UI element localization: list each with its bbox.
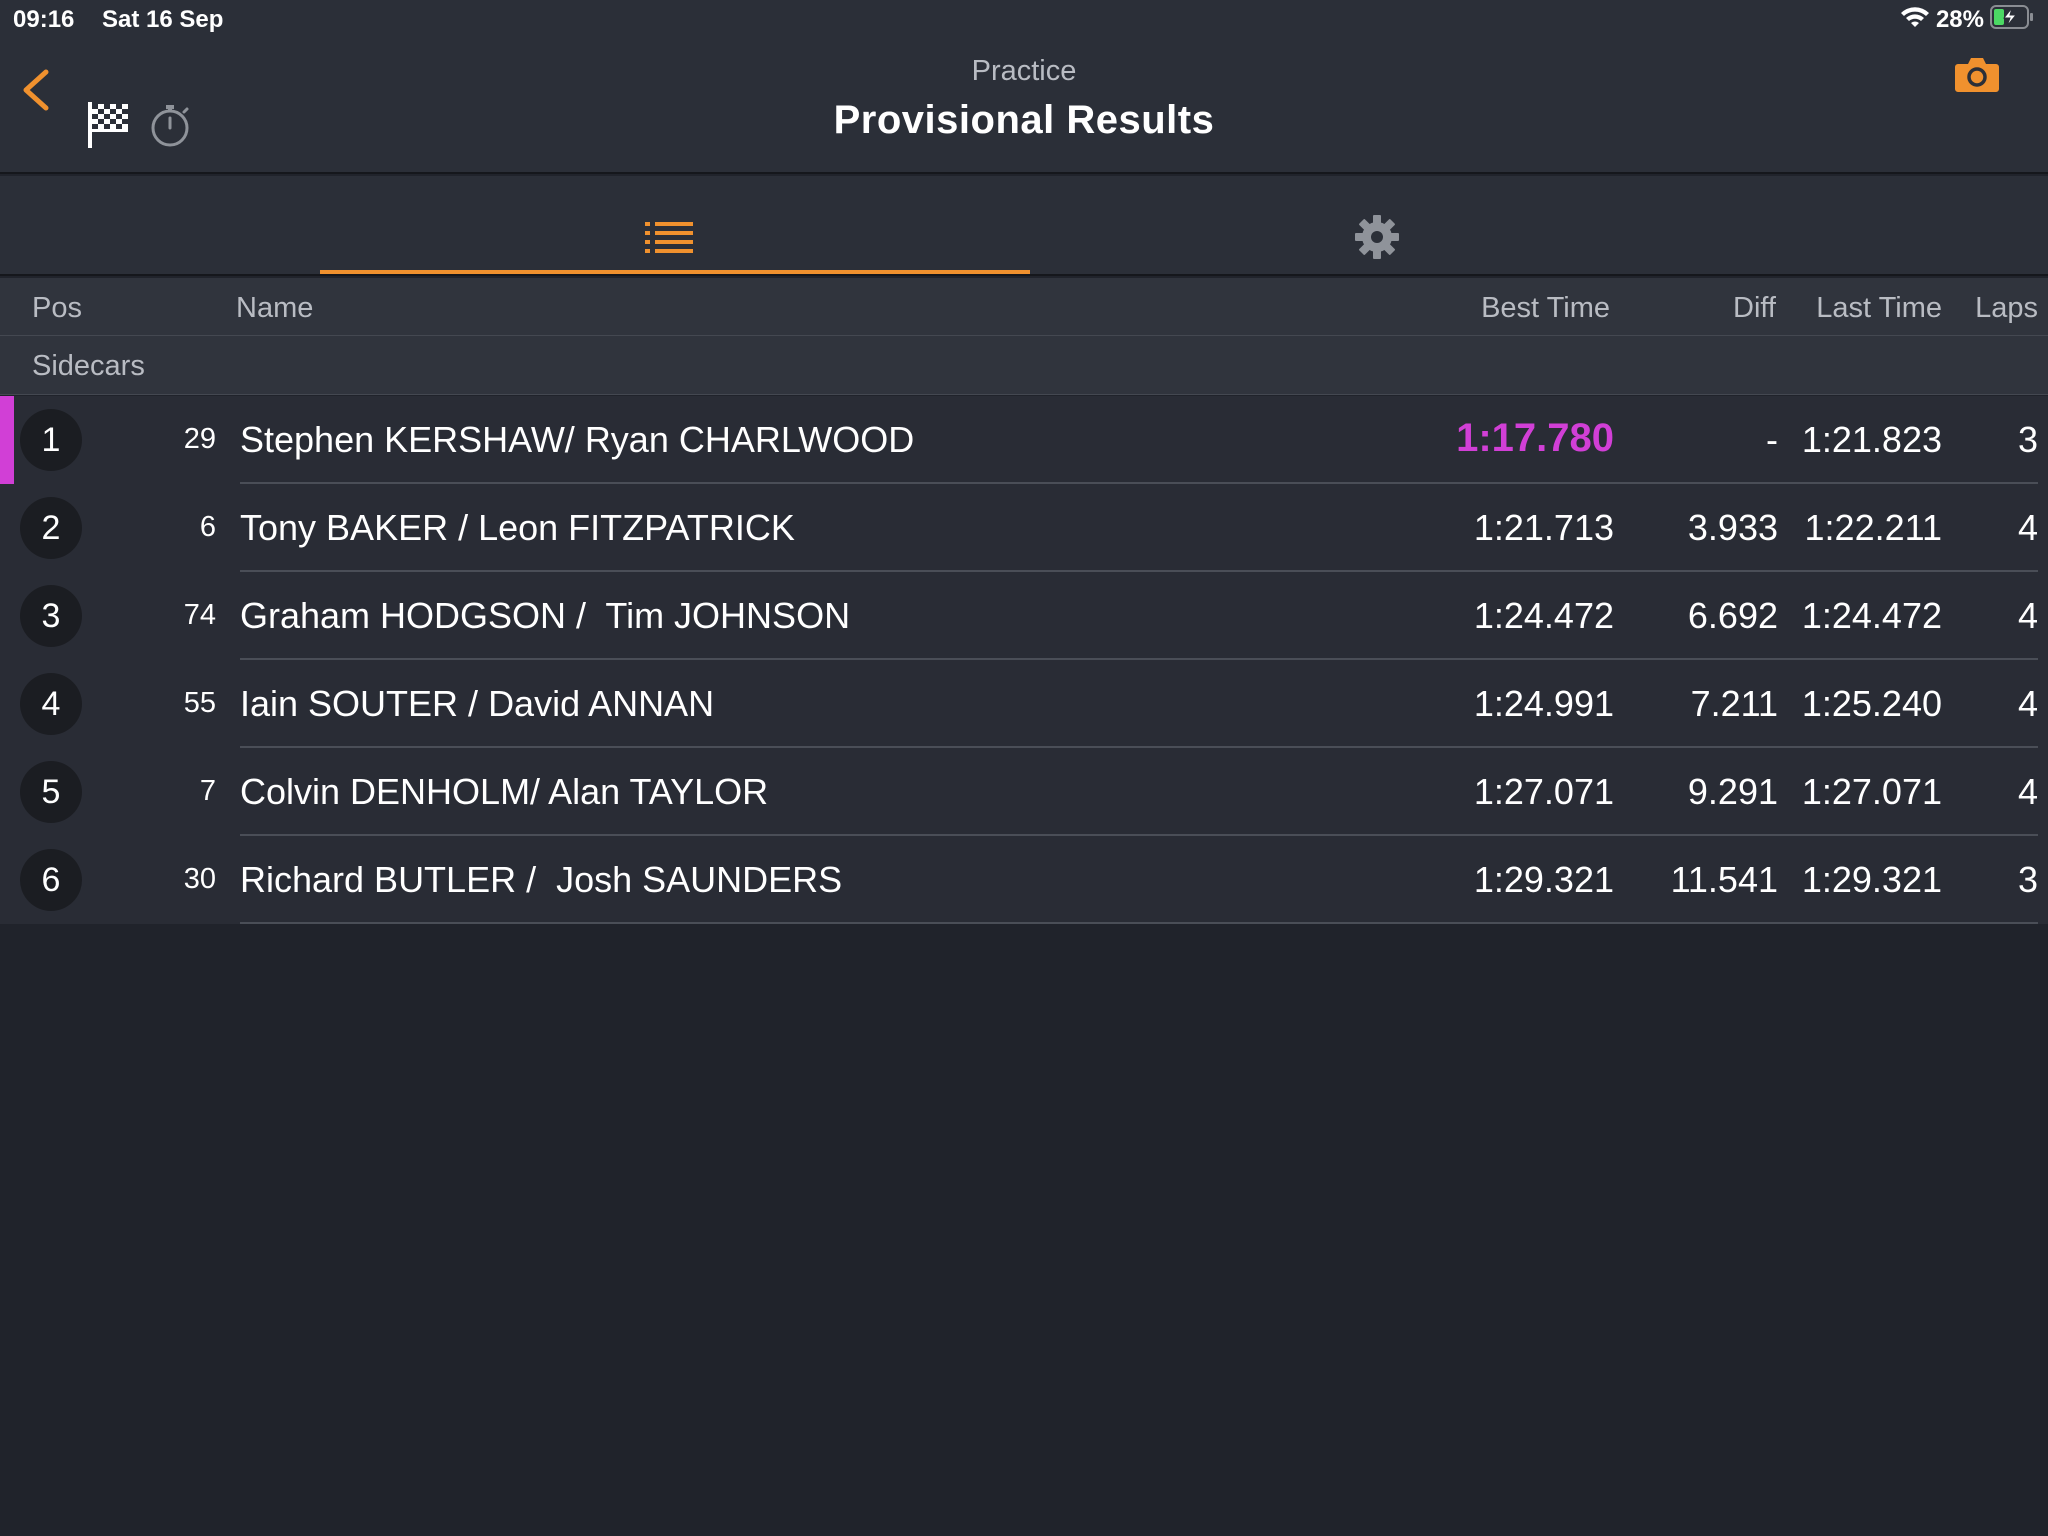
result-row[interactable]: 4 55 Iain SOUTER / David ANNAN 1:24.991 … [0,660,2048,748]
column-last-time: Last Time [1816,292,1942,324]
position-badge: 1 [20,409,82,471]
column-diff: Diff [1733,292,1776,324]
competitor-name: Tony BAKER / Leon FITZPATRICK [240,507,795,548]
position-badge: 5 [20,761,82,823]
lap-count: 4 [2017,595,2038,636]
wifi-icon [1900,5,1930,34]
result-row[interactable]: 6 30 Richard BUTLER / Josh SAUNDERS 1:29… [0,836,2048,924]
race-number: 6 [199,511,216,543]
best-time: 1:24.991 [1473,683,1614,724]
checkered-flag-icon [86,100,132,150]
status-time: 09:16 [13,6,75,33]
row-divider [240,922,2038,924]
column-best-time: Best Time [1481,292,1610,324]
diff-time: 3.933 [1687,507,1778,548]
tab-results-list[interactable] [320,176,1030,274]
battery-icon [1990,4,2034,35]
competitor-name: Stephen KERSHAW/ Ryan CHARLWOOD [240,419,915,460]
camera-button[interactable] [1954,54,2000,94]
last-time: 1:22.211 [1804,507,1942,548]
result-row[interactable]: 1 29 Stephen KERSHAW/ Ryan CHARLWOOD 1:1… [0,396,2048,484]
session-subtitle: Practice [971,55,1077,87]
last-time: 1:25.240 [1801,683,1942,724]
status-bar: 09:16 Sat 16 Sep 28% [0,0,2048,40]
camera-icon [1955,58,1999,92]
last-time: 1:29.321 [1801,859,1942,900]
results-column-header: Pos Name Best Time Diff Last Time Laps [0,278,2048,336]
lap-count: 3 [2017,419,2038,460]
lap-count: 3 [2017,859,2038,900]
class-group-header: Sidecars [0,336,2048,395]
stopwatch-icon [148,102,192,148]
list-icon [645,222,693,253]
status-date: Sat 16 Sep [102,6,224,33]
results-list: 1 29 Stephen KERSHAW/ Ryan CHARLWOOD 1:1… [0,396,2048,924]
best-time: 1:24.472 [1473,595,1614,636]
tab-settings[interactable] [1024,176,1734,274]
race-number: 74 [183,599,216,631]
race-number: 29 [183,423,216,455]
position-badge: 2 [20,497,82,559]
column-pos: Pos [32,292,82,324]
last-time: 1:24.472 [1801,595,1942,636]
lap-count: 4 [2017,771,2038,812]
diff-time: 6.692 [1687,595,1778,636]
competitor-name: Iain SOUTER / David ANNAN [240,683,715,724]
diff-time: 7.211 [1690,683,1778,724]
status-right: 28% [1900,4,2034,35]
row-divider [240,658,2038,660]
class-group-label: Sidecars [32,350,145,382]
race-number: 7 [199,775,216,807]
result-row[interactable]: 2 6 Tony BAKER / Leon FITZPATRICK 1:21.7… [0,484,2048,572]
diff-time: 9.291 [1687,771,1778,812]
row-divider [240,746,2038,748]
competitor-name: Colvin DENHOLM/ Alan TAYLOR [240,771,769,812]
position-badge: 6 [20,849,82,911]
fastest-lap-marker [0,396,14,484]
race-number: 55 [183,687,216,719]
best-time: 1:29.321 [1473,859,1614,900]
row-divider [240,834,2038,836]
column-laps: Laps [1975,292,2038,324]
row-divider [240,482,2038,484]
diff-time: - [1766,419,1778,460]
lap-count: 4 [2017,507,2038,548]
back-button[interactable] [18,60,58,120]
race-number: 30 [183,863,216,895]
navigation-bar: Practice Provisional Results [0,40,2048,174]
lap-count: 4 [2017,683,2038,724]
best-time: 1:21.713 [1473,507,1614,548]
row-divider [240,570,2038,572]
position-badge: 3 [20,585,82,647]
best-time: 1:27.071 [1473,771,1614,812]
result-row[interactable]: 3 74 Graham HODGSON / Tim JOHNSON 1:24.4… [0,572,2048,660]
last-time: 1:27.071 [1801,771,1942,812]
chevron-left-icon [23,69,49,111]
best-time: 1:17.780 [1456,416,1614,460]
position-badge: 4 [20,673,82,735]
page-title: Provisional Results [833,98,1215,142]
result-row[interactable]: 5 7 Colvin DENHOLM/ Alan TAYLOR 1:27.071… [0,748,2048,836]
tab-bar [0,176,2048,276]
competitor-name: Graham HODGSON / Tim JOHNSON [240,595,851,636]
column-name: Name [236,292,314,324]
battery-percentage: 28% [1935,5,1984,33]
diff-time: 11.541 [1670,859,1778,900]
last-time: 1:21.823 [1801,419,1942,460]
gear-icon [1355,215,1399,259]
competitor-name: Richard BUTLER / Josh SAUNDERS [240,859,843,900]
